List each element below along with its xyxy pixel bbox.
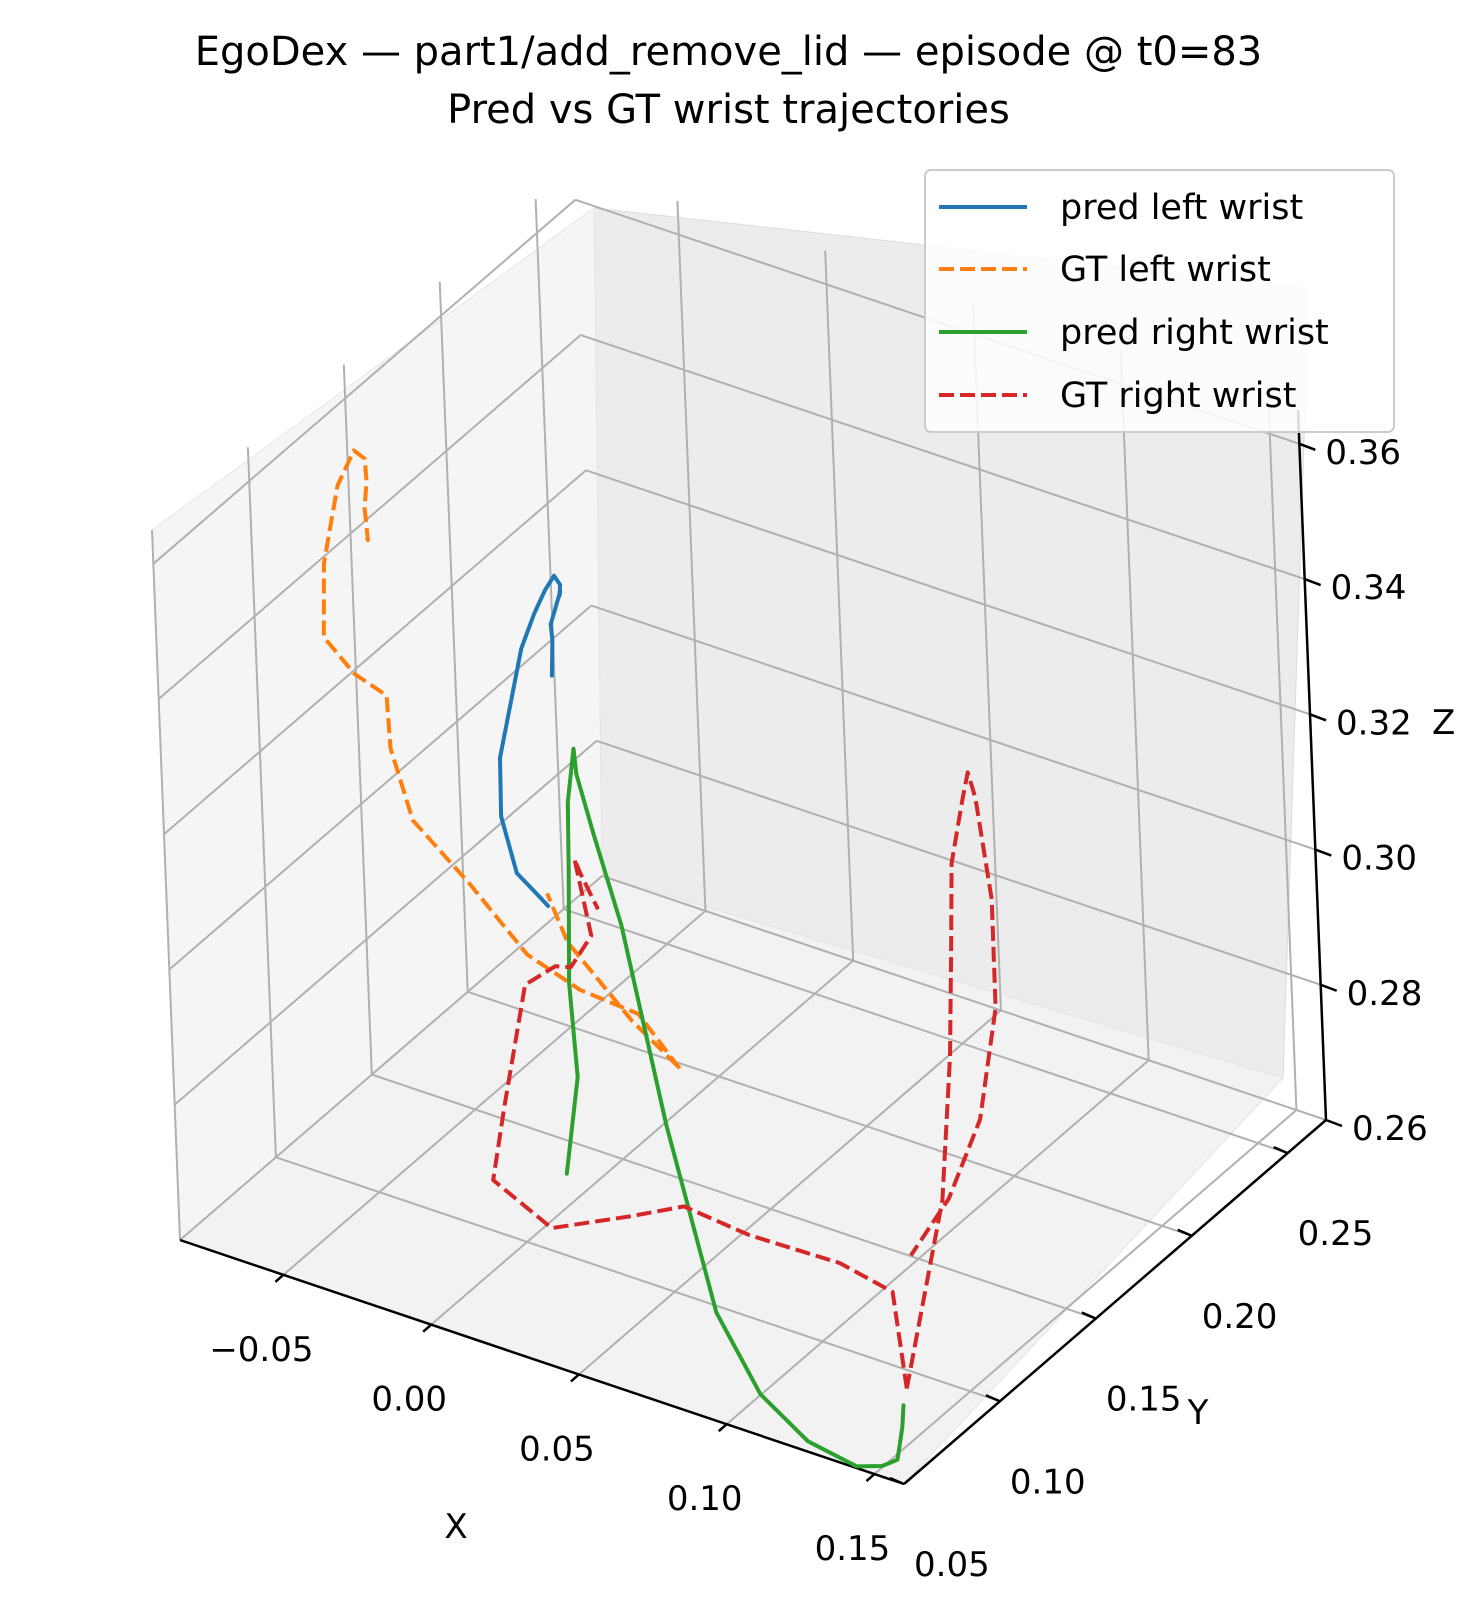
grid-line-x-floor [282,910,707,1276]
grid-line-x-floor [578,1009,1002,1376]
z-tick-label: 0.30 [1341,839,1417,879]
y-tick-mark [1273,1145,1289,1155]
grid-line-x-wall [1267,400,1298,1111]
z-tick-mark [1304,577,1322,587]
z-tick-label: 0.26 [1352,1109,1428,1149]
x-axis-label: X [444,1507,467,1547]
x-tick-mark [274,1273,285,1283]
z-tick-mark [1320,983,1338,992]
grid-line-z-left [158,334,582,700]
series-group [321,448,998,1469]
grid-line-x-floor [873,1109,1298,1475]
chart-title: EgoDex — part1/add_remove_lid — episode … [194,29,1263,75]
x-tick-label: 0.15 [815,1529,891,1569]
grid-line-z-left [152,199,576,565]
legend: pred left wrist GT left wrist pred right… [924,169,1395,433]
legend-label-gt-right: GT right wrist [1060,376,1296,416]
x-axis-line [179,1238,905,1486]
series-line-pred-left-wrist [498,573,563,908]
legend-label-gt-left: GT left wrist [1060,250,1271,290]
x-tick-label: 0.05 [519,1429,595,1469]
y-tick-mark [889,1476,905,1486]
grid-line-y-floor [371,1073,1097,1320]
legend-frame [924,169,1395,433]
z-tick-label: 0.36 [1325,433,1401,473]
y-tick-label: 0.20 [1202,1297,1278,1337]
y-tick-mark [1177,1228,1193,1237]
grid-line-z-back [596,739,1321,986]
grid-line-y-floor [467,990,1193,1237]
y-tick-label: 0.05 [914,1545,990,1585]
x-tick-label: 0.00 [371,1380,447,1420]
grid-line-x-wall [676,200,707,911]
x-tick-label: −0.05 [209,1330,313,1370]
grid-line-x-floor [726,1059,1150,1426]
grid-line-z-back [591,604,1316,851]
grid-line-y-wall [342,364,373,1075]
x-tick-mark [717,1423,728,1433]
y-tick-mark [1081,1311,1097,1320]
series-line-pred-right-wrist [564,746,906,1469]
grid-line-z-left [168,604,592,971]
x-tick-mark [570,1373,580,1383]
grid-line-y-wall [534,199,565,910]
grid-line-z-left [174,740,598,1106]
z-tick-mark [1325,1118,1343,1128]
grid-line-x-wall [1119,350,1150,1061]
y-tick-mark [985,1394,1001,1403]
z-tick-label: 0.32 [1336,703,1412,743]
legend-label-pred-left: pred left wrist [1060,188,1303,228]
y-tick-label: 0.10 [1010,1462,1086,1502]
z-axis-line [1296,409,1328,1121]
series-line-gt-left-wrist [321,448,683,1072]
x-tick-mark [865,1473,876,1482]
z-tick-mark [1309,713,1327,722]
axes [179,409,1343,1486]
z-tick-label: 0.28 [1347,974,1423,1014]
z-tick-mark [1314,848,1332,857]
y-tick-label: 0.15 [1106,1380,1182,1420]
grid-line-y-floor [275,1156,1001,1403]
y-axis-line [903,1119,1327,1485]
z-tick-label: 0.34 [1331,568,1407,608]
legend-label-pred-right: pred right wrist [1060,313,1329,353]
x-tick-mark [422,1323,433,1333]
grid-line-x-floor [430,959,854,1326]
z-tick-mark [1298,442,1316,451]
series-line-gt-right-wrist-segment-2 [904,770,998,1389]
grid-line-z-back [585,469,1311,716]
grid-line-y-floor [563,908,1288,1155]
grid-line-z-back [580,334,1305,580]
tick-labels: −0.05 0.00 0.05 0.10 0.15 0.05 0.10 0.15 0.20 0.2… [209,433,1427,1585]
z-axis-label: Z [1432,703,1455,743]
grid-line-z-left [163,469,587,836]
chart-subtitle: Pred vs GT wrist trajectories [447,87,1010,133]
y-tick-label: 0.25 [1298,1214,1374,1254]
grid-line-y-wall [246,447,277,1158]
grid-line-x-wall [824,250,855,961]
grid-line-y-wall [151,529,181,1241]
y-axis-label: Y [1187,1393,1209,1433]
grid-line-z-back [601,875,1327,1121]
series-line-gt-right-wrist [491,857,909,1389]
x-tick-label: 0.10 [667,1479,743,1519]
grid-line-z-left [179,875,603,1241]
